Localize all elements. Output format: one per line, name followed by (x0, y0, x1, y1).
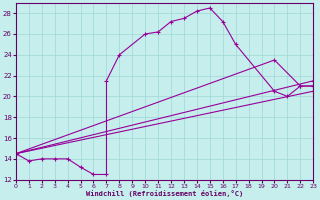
X-axis label: Windchill (Refroidissement éolien,°C): Windchill (Refroidissement éolien,°C) (86, 190, 243, 197)
